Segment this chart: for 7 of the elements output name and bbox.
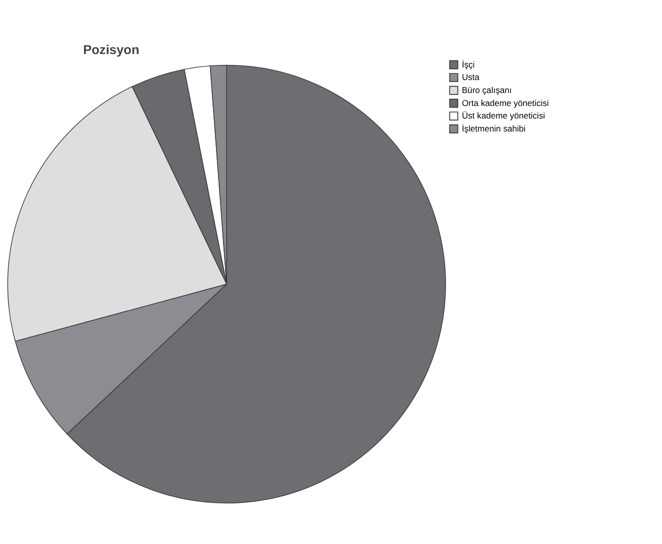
legend-label: Üst kademe yöneticisi — [462, 110, 546, 121]
legend-label: Orta kademe yöneticisi — [462, 98, 549, 108]
chart-title: Pozisyon — [83, 42, 140, 58]
legend-label: Usta — [462, 72, 480, 82]
legend-label: İşletmenin sahibi — [462, 123, 526, 134]
legend-label: Büro çalışanı — [462, 84, 512, 95]
legend-label: İşçi — [462, 59, 475, 70]
